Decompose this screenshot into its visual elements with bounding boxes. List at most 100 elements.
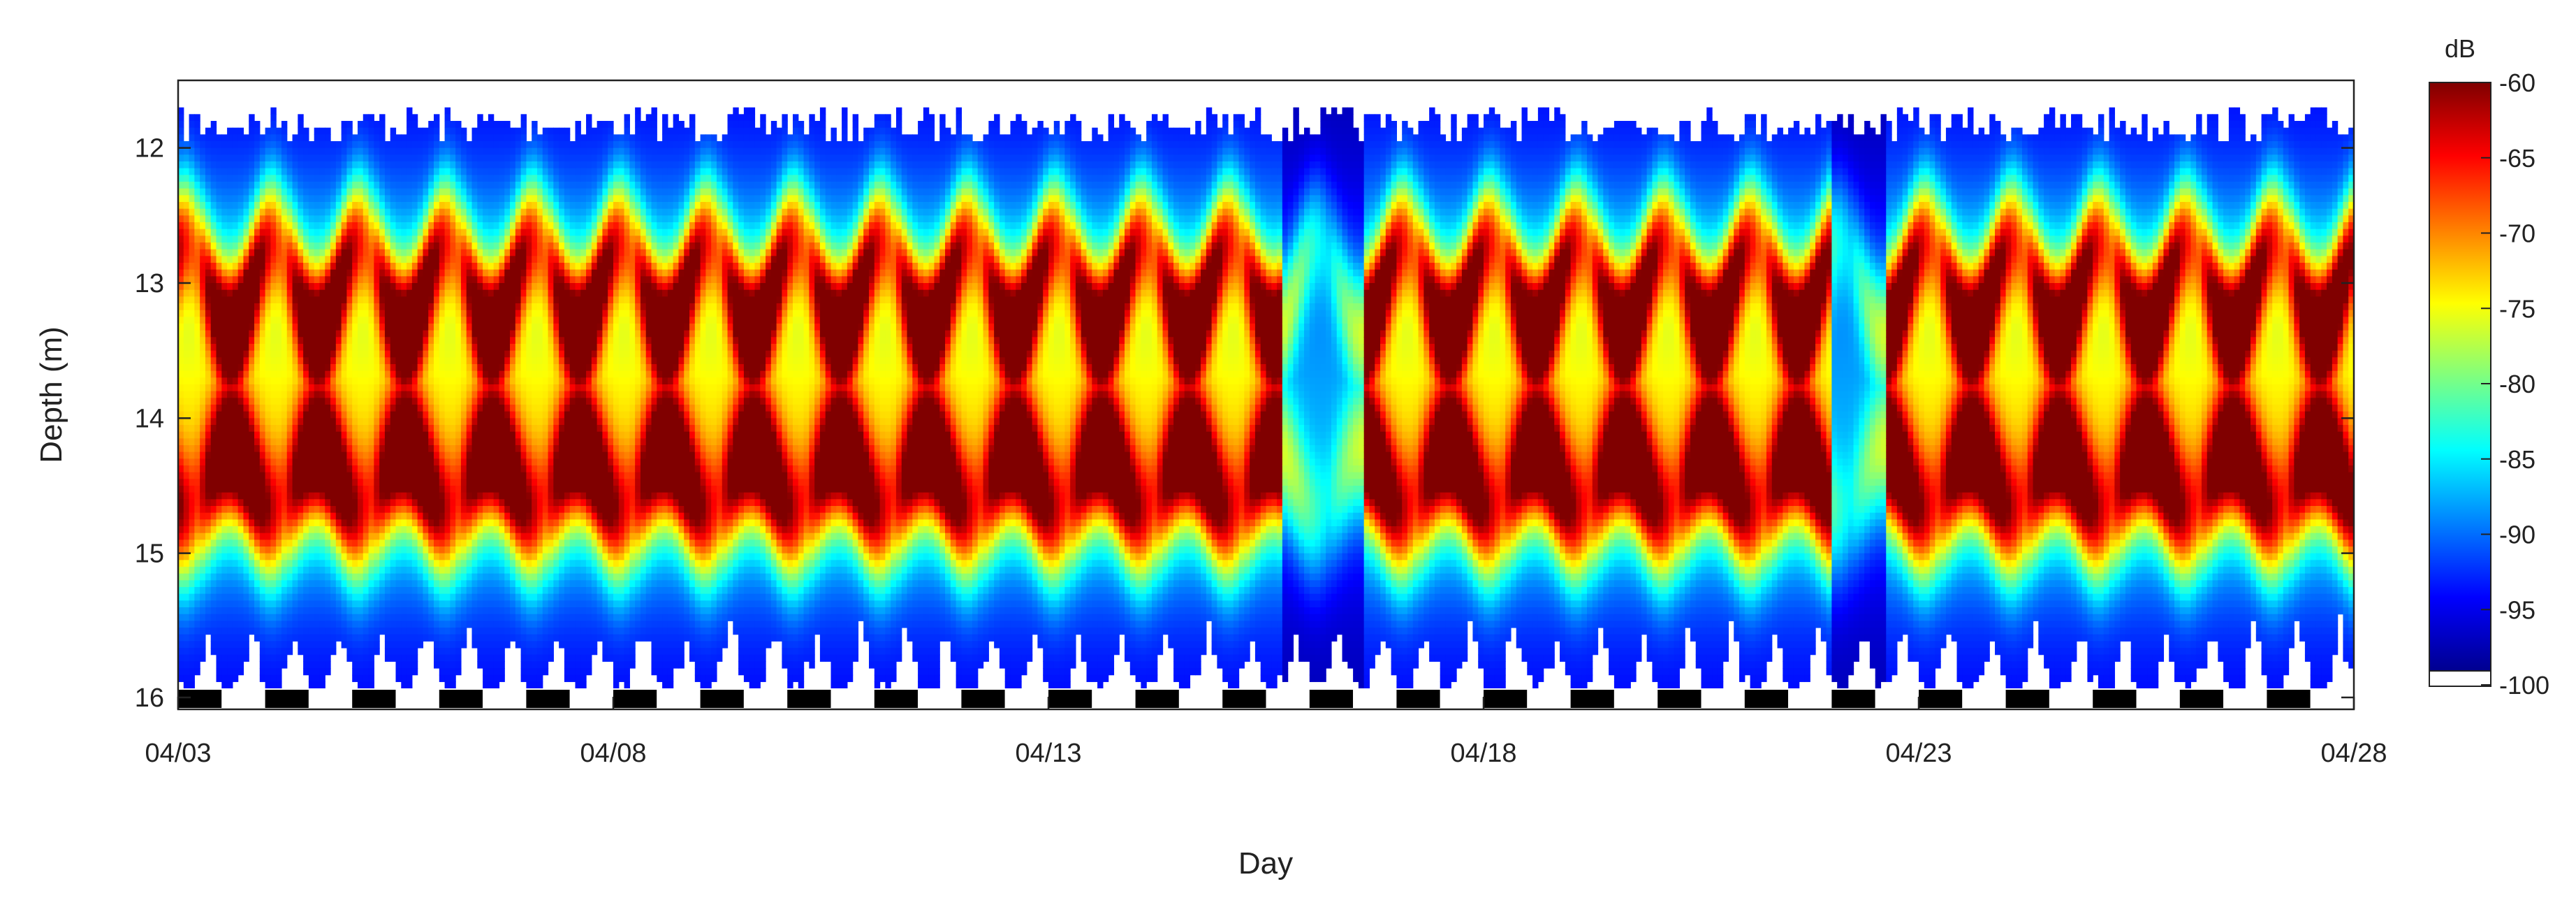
heatmap-cell xyxy=(477,377,483,384)
heatmap-cell xyxy=(249,519,254,526)
heatmap-cell xyxy=(352,486,358,493)
heatmap-cell xyxy=(309,175,314,182)
heatmap-cell xyxy=(211,546,217,553)
heatmap-cell xyxy=(455,479,461,486)
heatmap-cell xyxy=(287,391,293,398)
heatmap-cell xyxy=(374,540,379,546)
heatmap-cell xyxy=(346,493,352,500)
heatmap-cell xyxy=(358,121,363,128)
heatmap-cell xyxy=(184,648,189,655)
heatmap-cell xyxy=(488,398,494,405)
heatmap-cell xyxy=(407,175,412,182)
heatmap-cell xyxy=(233,175,238,182)
heatmap-cell xyxy=(477,331,483,338)
heatmap-cell xyxy=(200,168,205,175)
heatmap-cell xyxy=(287,574,293,581)
heatmap-cell xyxy=(254,486,260,493)
heatmap-cell xyxy=(342,263,347,270)
heatmap-cell xyxy=(325,303,330,310)
heatmap-cell xyxy=(233,479,238,486)
heatmap-cell xyxy=(276,128,281,135)
heatmap-cell xyxy=(423,134,428,141)
heatmap-cell xyxy=(455,391,461,398)
heatmap-cell xyxy=(369,398,374,405)
heatmap-cell xyxy=(243,384,249,391)
heatmap-cell xyxy=(352,391,358,398)
heatmap-cell xyxy=(358,377,363,384)
heatmap-cell xyxy=(407,161,412,168)
heatmap-cell xyxy=(385,222,390,229)
heatmap-cell xyxy=(434,567,439,574)
heatmap-cell xyxy=(439,607,445,614)
heatmap-cell xyxy=(276,398,281,405)
heatmap-cell xyxy=(243,209,249,216)
heatmap-cell xyxy=(184,357,189,364)
heatmap-cell xyxy=(265,587,271,594)
heatmap-cell xyxy=(390,594,396,601)
heatmap-cell xyxy=(211,519,217,526)
heatmap-cell xyxy=(412,661,418,668)
heatmap-cell xyxy=(352,154,358,161)
heatmap-cell xyxy=(346,594,352,601)
heatmap-cell xyxy=(233,270,238,277)
heatmap-cell xyxy=(504,587,510,594)
heatmap-cell xyxy=(363,486,369,493)
heatmap-cell xyxy=(298,249,303,256)
heatmap-cell xyxy=(330,600,336,607)
heatmap-cell xyxy=(189,458,195,465)
heatmap-cell xyxy=(238,391,244,398)
heatmap-cell xyxy=(325,432,330,439)
heatmap-cell xyxy=(217,189,222,196)
heatmap-cell xyxy=(281,364,287,371)
heatmap-cell xyxy=(194,242,200,249)
heatmap-cell xyxy=(477,154,483,161)
heatmap-cell xyxy=(314,641,320,648)
heatmap-cell xyxy=(434,331,439,338)
heatmap-cell xyxy=(205,526,211,533)
heatmap-cell xyxy=(260,587,265,594)
heatmap-cell xyxy=(336,513,342,520)
heatmap-cell xyxy=(238,128,244,135)
heatmap-cell xyxy=(390,499,396,506)
heatmap-cell xyxy=(358,202,363,209)
heatmap-cell xyxy=(314,168,320,175)
heatmap-cell xyxy=(194,526,200,533)
heatmap-cell xyxy=(325,161,330,168)
heatmap-cell xyxy=(423,621,428,628)
heatmap-cell xyxy=(243,249,249,256)
heatmap-cell xyxy=(352,276,358,283)
heatmap-cell xyxy=(205,438,211,445)
heatmap-cell xyxy=(494,296,499,303)
heatmap-cell xyxy=(483,256,488,263)
heatmap-cell xyxy=(450,506,455,513)
heatmap-cell xyxy=(319,134,325,141)
heatmap-cell xyxy=(249,526,254,533)
heatmap-cell xyxy=(238,533,244,540)
heatmap-cell xyxy=(412,506,418,513)
heatmap-cell xyxy=(194,519,200,526)
heatmap-cell xyxy=(309,229,314,236)
heatmap-cell xyxy=(461,553,467,560)
heatmap-cell xyxy=(401,296,407,303)
heatmap-cell xyxy=(293,560,298,567)
heatmap-cell xyxy=(483,540,488,546)
heatmap-cell xyxy=(287,141,293,148)
heatmap-cell xyxy=(319,331,325,338)
heatmap-cell xyxy=(238,364,244,371)
heatmap-cell xyxy=(450,391,455,398)
heatmap-cell xyxy=(412,600,418,607)
heatmap-cell xyxy=(281,506,287,513)
heatmap-cell xyxy=(477,256,483,263)
heatmap-cell xyxy=(189,681,195,688)
heatmap-cell xyxy=(281,486,287,493)
heatmap-cell xyxy=(303,236,309,242)
heatmap-cell xyxy=(249,607,254,614)
heatmap-cell xyxy=(385,635,390,642)
heatmap-cell xyxy=(374,364,379,371)
heatmap-cell xyxy=(194,377,200,384)
heatmap-cell xyxy=(303,432,309,439)
heatmap-cell xyxy=(363,276,369,283)
heatmap-cell xyxy=(336,263,342,270)
heatmap-cell xyxy=(189,168,195,175)
heatmap-cell xyxy=(379,391,385,398)
